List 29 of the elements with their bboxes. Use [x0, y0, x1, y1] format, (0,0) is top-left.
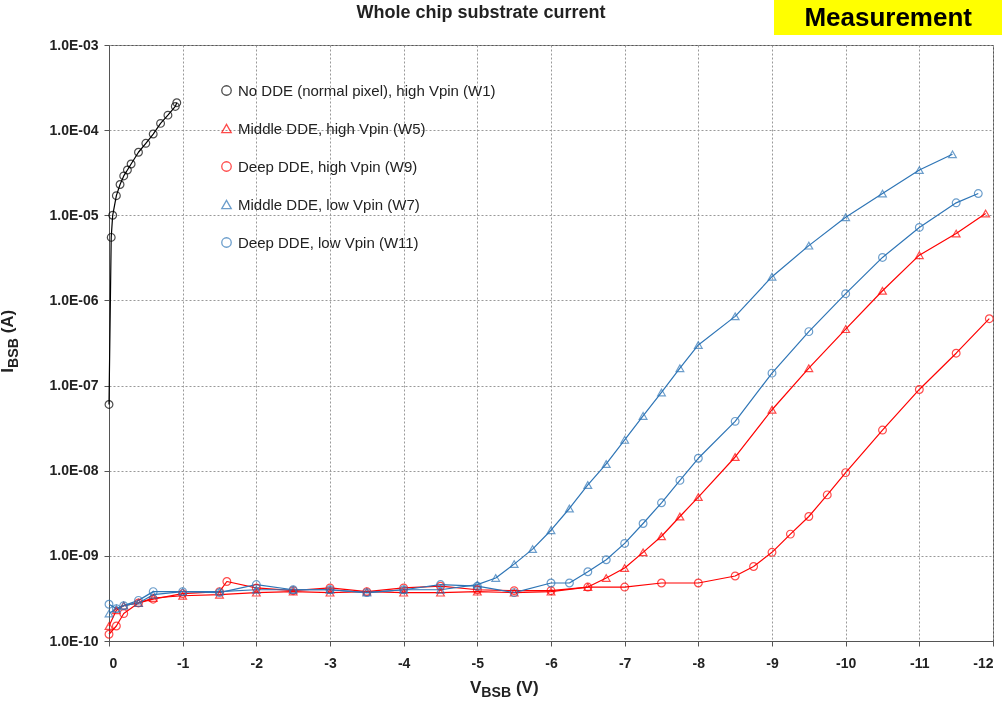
x-tick-label: -6 [545, 654, 558, 671]
y-tick-label: 1.0E-05 [49, 206, 99, 223]
legend-label: Deep DDE, high Vpin (W9) [238, 157, 418, 175]
y-tick-label: 1.0E-09 [49, 547, 99, 564]
x-tick-label: -12 [973, 654, 994, 671]
y-tick-label: 1.0E-03 [49, 36, 99, 53]
legend-label: No DDE (normal pixel), high Vpin (W1) [238, 81, 496, 99]
legend-label: Middle DDE, high Vpin (W5) [238, 119, 426, 137]
x-tick-label: -8 [692, 654, 706, 671]
x-tick-label: -7 [618, 654, 632, 671]
x-tick-label: -10 [836, 654, 857, 671]
legend-label: Middle DDE, low Vpin (W7) [238, 195, 420, 213]
x-tick-label: -1 [176, 654, 190, 671]
chart-title: Whole chip substrate current [356, 2, 606, 22]
y-tick-label: 1.0E-08 [49, 462, 99, 479]
x-tick-label: -2 [250, 654, 264, 671]
y-tick-label: 1.0E-07 [49, 377, 99, 394]
x-tick-label: 0 [109, 654, 118, 671]
x-tick-label: -11 [910, 654, 930, 671]
x-tick-label: -9 [766, 654, 779, 671]
x-tick-label: -5 [471, 654, 485, 671]
x-tick-label: -3 [324, 654, 337, 671]
x-axis-title: V$_{BSB}$ (V) [470, 678, 539, 701]
legend-label: Deep DDE, low Vpin (W11) [238, 233, 419, 251]
text: Measurement [774, 0, 1002, 35]
x-tick-label: -4 [397, 654, 411, 671]
y-tick-label: 1.0E-10 [49, 632, 99, 649]
y-tick-label: 1.0E-06 [49, 291, 99, 308]
y-tick-label: 1.0E-04 [49, 121, 99, 138]
